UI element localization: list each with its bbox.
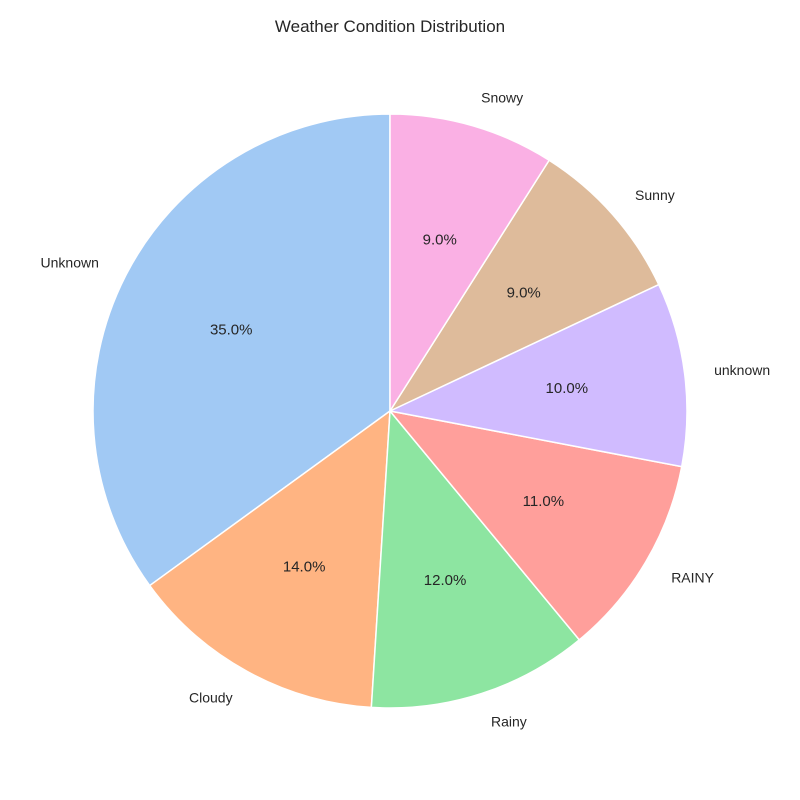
slice-label: RAINY [671,569,714,585]
pie-slice-cloudy-1 [148,410,391,709]
pie-slice-rainy-2 [370,410,581,709]
percent-label: 9.0% [423,231,457,248]
slice-label: Rainy [491,714,527,730]
slice-label: Snowy [481,89,523,105]
percent-label: 14.0% [283,559,326,576]
pie-slices [92,113,688,709]
slice-label: Sunny [635,187,675,203]
pie-slice-rainy-3 [389,410,683,641]
slice-label: unknown [714,362,770,378]
percent-label: 11.0% [523,493,564,510]
pie-slice-unknown-0 [92,113,391,587]
pie-slice-snowy-6 [389,113,550,412]
percent-label: 10.0% [546,380,589,397]
slice-label: Cloudy [189,689,233,705]
percent-label: 35.0% [210,322,253,339]
percent-labels: 35.0% 14.0% 12.0% 11.0% 10.0% 9.0% 9.0% [210,231,588,589]
percent-label: 12.0% [424,572,467,589]
chart-title: Weather Condition Distribution [275,17,505,36]
slice-labels: Unknown Cloudy Rainy RAINY unknown Sunny Snowy [41,89,771,729]
pie-slice-unknown-4 [389,283,688,468]
pie-slice-sunny-5 [389,159,660,412]
slice-label: Unknown [41,255,99,271]
percent-label: 9.0% [507,285,541,302]
